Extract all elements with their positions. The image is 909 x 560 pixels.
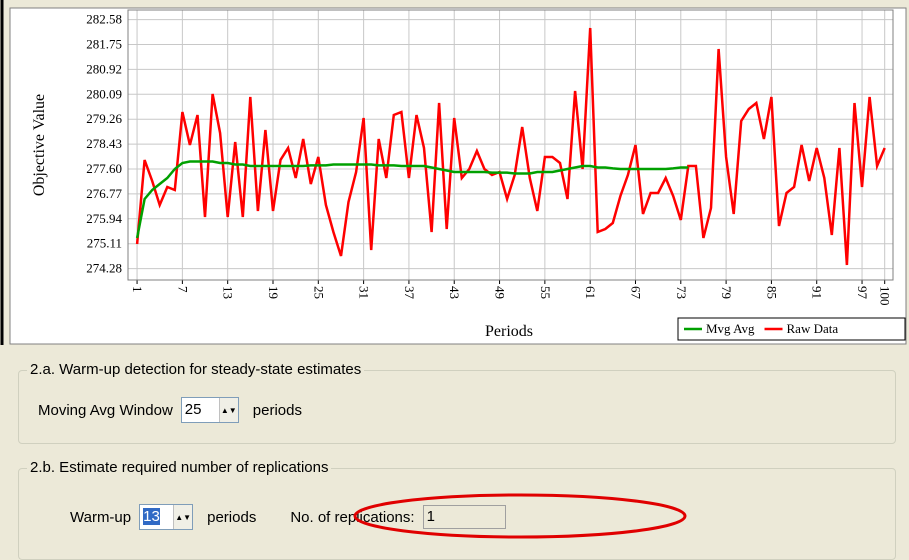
x-tick-label: 25 [311, 286, 326, 299]
spin-value[interactable]: 13 [140, 505, 173, 529]
y-tick-label: 279.26 [86, 111, 122, 126]
x-axis-label: Periods [485, 323, 533, 340]
y-tick-label: 278.43 [86, 136, 122, 151]
result-field: 1 [422, 505, 506, 529]
label: Warm-up [70, 508, 132, 526]
legend-label: Mvg Avg [706, 321, 755, 336]
series-line [135, 27, 886, 266]
x-tick-label: 31 [357, 286, 372, 299]
x-tick-label: 13 [221, 286, 236, 299]
x-tick-label: 7 [175, 286, 190, 293]
x-tick-label: 1 [130, 286, 145, 293]
row: Warm-up 13 ▲▼ periods No. of replications… [70, 504, 506, 530]
x-tick-label: 97 [855, 286, 870, 300]
x-tick-label: 37 [402, 286, 417, 300]
spin-buttons[interactable]: ▲▼ [218, 398, 238, 422]
y-tick-label: 275.94 [86, 211, 122, 226]
unit: periods [207, 508, 257, 526]
chart: Objective Value Periods 282.58 281.75 280.… [0, 0, 907, 345]
series-line [135, 160, 689, 239]
y-tick-label: 276.77 [86, 186, 122, 201]
legend-label: Raw Data [787, 321, 839, 336]
plot-border [127, 9, 894, 281]
x-tick-label: 85 [764, 286, 779, 299]
spin-box[interactable]: 25 ▲▼ [180, 397, 239, 423]
spin-buttons[interactable]: ▲▼ [173, 505, 193, 529]
x-tick-label: 73 [674, 286, 689, 299]
unit: periods [252, 401, 302, 419]
result-label: No. of replications: [290, 508, 415, 526]
spin-value[interactable]: 25 [184, 401, 202, 418]
legend-box [677, 317, 906, 341]
x-tick-label: 43 [447, 286, 462, 299]
group-title: 2.b. Estimate required number of replica… [27, 459, 332, 476]
plot-area [127, 9, 894, 281]
label: Moving Avg Window [38, 401, 173, 419]
y-tick-label: 282.58 [86, 12, 122, 27]
row: Moving Avg Window 25 ▲▼ periods [38, 397, 302, 423]
y-tick-label: 274.28 [86, 261, 122, 276]
group-warmup-detection: 2.a. Warm-up detection for steady-state … [18, 361, 896, 444]
y-tick-label: 280.09 [86, 86, 122, 101]
x-tick-label: 67 [628, 286, 643, 300]
spin-selection[interactable]: 13 [143, 508, 160, 525]
x-tick-label: 91 [810, 286, 825, 299]
y-tick-label: 277.60 [86, 161, 122, 176]
y-axis-label: Objective Value [31, 94, 48, 196]
y-tick-label: 280.92 [86, 61, 122, 76]
x-tick-label: 61 [583, 286, 598, 299]
group-title: 2.a. Warm-up detection for steady-state … [27, 361, 365, 378]
x-tick-label: 100 [878, 286, 893, 306]
x-tick-label: 55 [538, 286, 553, 299]
y-tick-label: 281.75 [86, 37, 122, 52]
y-tick-label: 275.11 [87, 236, 122, 251]
x-tick-label: 19 [266, 286, 281, 299]
spin-box[interactable]: 13 ▲▼ [139, 504, 194, 530]
x-tick-label: 79 [719, 286, 734, 299]
x-tick-label: 49 [493, 286, 508, 299]
